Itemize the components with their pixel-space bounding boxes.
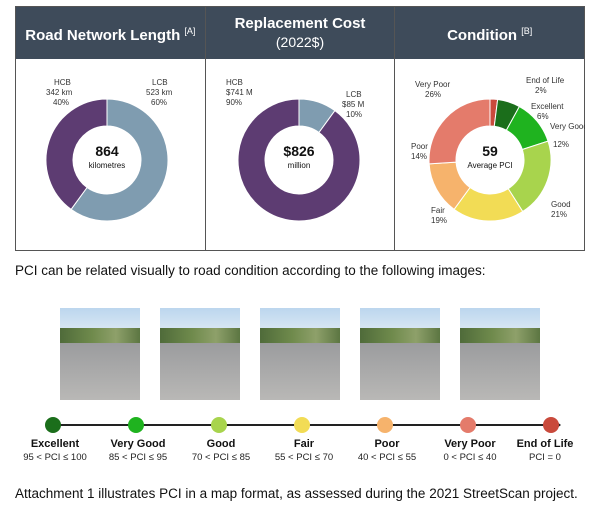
slice-label-very-poor-pct: 26%	[425, 90, 441, 99]
slice-label-hcb-pct: 40%	[53, 98, 69, 107]
slice-label-lcb-name: LCB	[152, 78, 168, 87]
slice-label-hcb-name: HCB	[226, 78, 243, 87]
stage-dot-end-of-life	[543, 417, 559, 433]
panel-subtitle: (2022$)	[275, 34, 325, 50]
footnote-marker: [A]	[184, 25, 196, 36]
stage-range-poor: 40 < PCI ≤ 55	[357, 452, 417, 463]
stage-name-poor: Poor	[374, 438, 400, 450]
slice-label-poor-name: Poor	[411, 142, 428, 151]
slice-label-very-good-pct: 12%	[553, 140, 569, 149]
road-photo-good	[260, 308, 340, 400]
condition-donut-chart: Very Poor 26% End of Life 2% Excellent 6…	[411, 76, 585, 225]
slice-label-very-good-name: Very Good	[550, 122, 585, 131]
center-value: 864	[95, 143, 119, 159]
stage-dot-very-good	[128, 417, 144, 433]
stage-dot-very-poor	[460, 417, 476, 433]
slice-label-excellent-name: Excellent	[531, 102, 564, 111]
panel-title: Road Network Length	[25, 26, 181, 44]
panel-header: Condition [B]	[395, 7, 585, 59]
panel-condition: Condition [B] Very Poor 26% End of Life …	[395, 7, 585, 250]
stage-name-end-of-life: End of Life	[516, 438, 574, 450]
slice-label-hcb-value: $741 M	[226, 88, 253, 97]
road-photo-poor	[360, 308, 440, 400]
slice-label-lcb-name: LCB	[346, 90, 362, 99]
panel-body: HCB $741 M 90% LCB $85 M 10% $826 millio…	[206, 59, 395, 250]
slice-label-excellent-pct: 6%	[537, 112, 549, 121]
slice-label-end-of-life-pct: 2%	[535, 86, 547, 95]
slice-label-good-pct: 21%	[551, 210, 567, 219]
center-value: 59	[483, 143, 499, 159]
donut-slice-lcb	[70, 98, 169, 222]
stage-range-end-of-life: PCI = 0	[529, 452, 561, 463]
slice-label-fair-pct: 19%	[431, 216, 447, 225]
road-photo-very-good	[160, 308, 240, 400]
slice-label-end-of-life-name: End of Life	[526, 76, 565, 85]
stage-range-very-poor: 0 < PCI ≤ 40	[443, 452, 497, 463]
slice-label-good-name: Good	[551, 200, 571, 209]
center-value: $826	[283, 143, 314, 159]
panel-title: Condition	[447, 26, 518, 44]
stage-name-good: Good	[206, 438, 236, 450]
stage-dot-excellent	[45, 417, 61, 433]
panel-body: Very Poor 26% End of Life 2% Excellent 6…	[395, 59, 585, 250]
stage-range-excellent: 95 < PCI ≤ 100	[23, 452, 87, 463]
donut-slice-hcb	[45, 98, 108, 211]
donut-slice-hcb	[237, 98, 361, 222]
stage-dot-fair	[294, 417, 310, 433]
slice-label-lcb-pct: 10%	[346, 110, 362, 119]
pci-condition-scale: Excellent Very Good Good Fair Poor Very …	[0, 300, 600, 470]
stage-name-excellent: Excellent	[30, 438, 80, 450]
panel-header: Road Network Length [A]	[16, 7, 205, 59]
road-photo-excellent	[60, 308, 140, 400]
road-photo-very-poor	[460, 308, 540, 400]
panel-body: HCB 342 km 40% LCB 523 km 60% 864 kilome…	[16, 59, 205, 250]
stage-name-very-poor: Very Poor	[444, 438, 496, 450]
slice-label-hcb-value: 342 km	[46, 88, 73, 97]
stage-range-good: 70 < PCI ≤ 85	[191, 452, 251, 463]
center-unit: kilometres	[89, 161, 125, 170]
slice-label-lcb-value: 523 km	[146, 88, 173, 97]
stage-dot-poor	[377, 417, 393, 433]
center-unit: million	[287, 161, 310, 170]
slice-label-hcb-name: HCB	[54, 78, 71, 87]
replacement-cost-donut-chart: HCB $741 M 90% LCB $85 M 10% $826 millio…	[226, 78, 365, 222]
slice-label-hcb-pct: 90%	[226, 98, 242, 107]
center-unit: Average PCI	[468, 161, 513, 170]
slice-label-lcb-value: $85 M	[342, 100, 365, 109]
slice-label-very-poor-name: Very Poor	[415, 80, 450, 89]
slice-label-lcb-pct: 60%	[151, 98, 167, 107]
slice-label-fair-name: Fair	[431, 206, 445, 215]
panel-replacement-cost: Replacement Cost (2022$) HCB $741 M 90% …	[205, 7, 396, 250]
footer-text: Attachment 1 illustrates PCI in a map fo…	[15, 486, 578, 501]
slice-label-poor-pct: 14%	[411, 152, 427, 161]
panel-road-network-length: Road Network Length [A] HCB 342 km 40% L…	[16, 7, 206, 250]
footnote-marker: [B]	[521, 25, 533, 36]
stage-name-very-good: Very Good	[110, 438, 166, 450]
stage-range-very-good: 85 < PCI ≤ 95	[108, 452, 168, 463]
road-length-donut-chart: HCB 342 km 40% LCB 523 km 60% 864 kilome…	[45, 78, 173, 222]
stage-dot-good	[211, 417, 227, 433]
panel-header: Replacement Cost (2022$)	[205, 7, 395, 59]
stage-name-fair: Fair	[293, 438, 315, 450]
panel-title: Replacement Cost	[234, 15, 366, 32]
stage-range-fair: 55 < PCI ≤ 70	[274, 452, 334, 463]
donut-slice-very-poor	[428, 98, 491, 165]
intro-text: PCI can be related visually to road cond…	[15, 263, 486, 278]
summary-panels: Road Network Length [A] HCB 342 km 40% L…	[15, 6, 585, 251]
